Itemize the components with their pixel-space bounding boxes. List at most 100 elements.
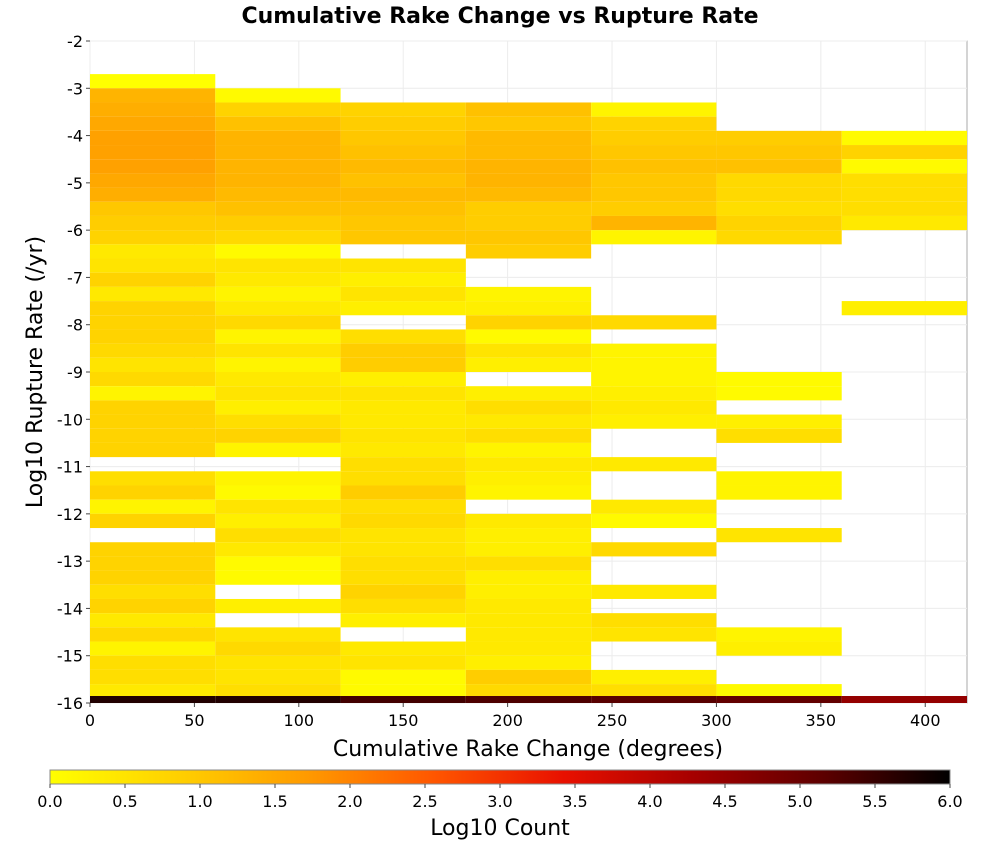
heatmap-cell	[591, 684, 717, 699]
heatmap-cell	[215, 315, 341, 330]
heatmap-cell	[340, 386, 466, 401]
heatmap-cell	[90, 669, 216, 685]
heatmap-cell	[215, 102, 341, 117]
heatmap-cell	[591, 696, 717, 703]
colorbar-tick-label: 3.0	[487, 792, 512, 811]
heatmap-cell	[90, 627, 216, 642]
heatmap-cell	[340, 215, 466, 231]
heatmap-cell	[716, 187, 842, 202]
heatmap-cell	[465, 286, 592, 302]
x-tick-label: 50	[184, 711, 204, 730]
y-tick-label: -16	[57, 694, 83, 713]
heatmap-cell	[90, 584, 216, 599]
heatmap-cell	[215, 542, 341, 557]
heatmap-cell	[465, 641, 592, 656]
heatmap-cell	[591, 414, 717, 429]
heatmap-cell	[215, 696, 341, 703]
heatmap-cell	[340, 655, 466, 670]
heatmap-cell	[215, 641, 341, 656]
y-tick-label: -15	[57, 647, 83, 666]
heatmap-cell	[591, 173, 717, 188]
heatmap-cell	[215, 598, 341, 614]
heatmap-cell	[90, 513, 216, 529]
heatmap-cell	[465, 655, 592, 670]
heatmap-cell	[90, 145, 216, 160]
heatmap-cell	[591, 386, 717, 401]
x-axis-label: Cumulative Rake Change (degrees)	[333, 737, 723, 762]
heatmap-cell	[215, 386, 341, 401]
heatmap-cell	[591, 457, 717, 472]
heatmap-cell	[716, 627, 842, 642]
x-tick-label: 400	[910, 711, 941, 730]
heatmap-cell	[215, 400, 341, 415]
heatmap-cell	[215, 258, 341, 273]
heatmap-cell	[90, 696, 216, 703]
heatmap-cell	[215, 428, 341, 443]
heatmap-cell	[591, 613, 717, 628]
heatmap-cell	[591, 159, 717, 174]
heatmap-cell	[90, 315, 216, 330]
colorbar-tick-label: 1.0	[187, 792, 212, 811]
heatmap-cell	[215, 286, 341, 302]
colorbar	[49, 769, 951, 785]
heatmap-cell	[340, 173, 466, 188]
heatmap-cell	[90, 272, 216, 287]
colorbar-tick-label: 6.0	[937, 792, 962, 811]
colorbar-ticks: 0.0 0.5 1.0 1.5 2.0 2.5 3.0 3.5 4.0 4.5 5.0 5.5 6.0	[37, 784, 963, 811]
heatmap-cell	[90, 386, 216, 401]
heatmap-cell	[465, 116, 592, 131]
heatmap-cell	[90, 301, 216, 316]
heatmap-cell	[90, 372, 216, 387]
colorbar-tick-label: 2.0	[337, 792, 362, 811]
heatmap-cell	[591, 130, 717, 146]
heatmap-cell	[340, 272, 466, 287]
heatmap-cell	[90, 442, 216, 458]
heatmap-cell	[90, 499, 216, 514]
heatmap-cell	[716, 414, 842, 429]
heatmap-cell	[215, 343, 341, 358]
colorbar-tick-label: 1.5	[262, 792, 287, 811]
colorbar-tick-label: 4.5	[712, 792, 737, 811]
heatmap-cell	[465, 130, 592, 146]
x-tick-label: 350	[806, 711, 837, 730]
y-tick-label: -4	[67, 127, 83, 146]
heatmap-cell	[465, 173, 592, 188]
y-tick-label: -14	[57, 599, 83, 618]
heatmap-cell	[215, 570, 341, 585]
heatmap-cell	[465, 145, 592, 160]
heatmap-cell	[465, 513, 592, 529]
heatmap-cell	[215, 499, 341, 514]
heatmap-cell	[465, 428, 592, 443]
heatmap-cell	[841, 130, 967, 146]
heatmap-cell	[215, 471, 341, 486]
heatmap-cell	[90, 258, 216, 273]
heatmap-cell	[591, 215, 717, 231]
colorbar-tick-label: 0.5	[112, 792, 137, 811]
heatmap-cell	[90, 471, 216, 486]
heatmap-cell	[215, 513, 341, 529]
colorbar-label: Log10 Count	[430, 816, 570, 841]
heatmap-cell	[591, 343, 717, 358]
heatmap-cell	[90, 570, 216, 585]
heatmap-cell	[215, 684, 341, 699]
heatmap-cell	[465, 485, 592, 500]
heatmap-cell	[716, 528, 842, 543]
heatmap-cell	[465, 613, 592, 628]
heatmap-cell	[340, 471, 466, 486]
heatmap-cell	[716, 201, 842, 216]
y-tick-label: -13	[57, 552, 83, 571]
colorbar-tick-label: 0.0	[37, 792, 62, 811]
heatmap-cell	[340, 230, 466, 245]
y-tick-label: -2	[67, 32, 83, 51]
heatmap-cell	[215, 485, 341, 500]
heatmap-cell	[340, 286, 466, 302]
heatmap-cell	[591, 230, 717, 245]
heatmap-cell	[591, 400, 717, 415]
heatmap-cell	[465, 442, 592, 458]
heatmap-cell	[215, 145, 341, 160]
heatmap-cell	[215, 230, 341, 245]
heatmap-cell	[90, 613, 216, 628]
heatmap-cell	[90, 74, 216, 89]
heatmap-cell	[340, 102, 466, 117]
